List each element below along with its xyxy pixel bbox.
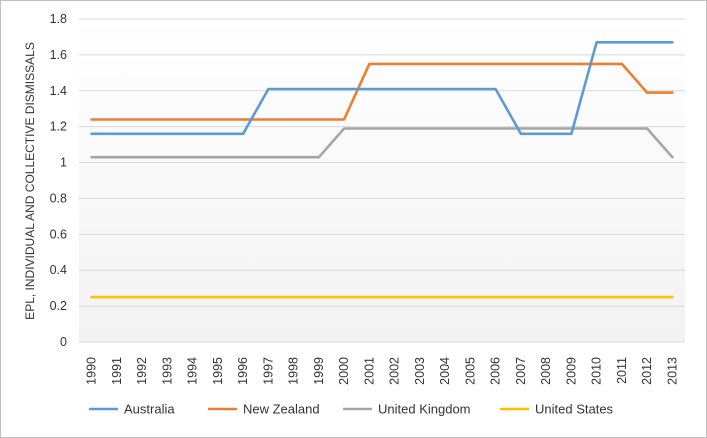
legend-entry: New Zealand: [243, 402, 320, 417]
x-tick-label: 2009: [564, 357, 578, 385]
x-tick-label: 1999: [312, 357, 326, 385]
x-tick-label: 1995: [211, 357, 225, 385]
x-tick-label: 1996: [236, 357, 250, 385]
y-axis-title: EPL, INDIVIDUAL AND COLLECTIVE DISMISSAL…: [23, 42, 37, 320]
series-lines: [90, 40, 674, 299]
x-tick-label: 2004: [438, 357, 452, 385]
x-tick-label: 1990: [85, 357, 99, 385]
y-tick-label: 0: [60, 335, 67, 349]
x-tick-label: 1994: [186, 357, 200, 385]
y-tick-label: 1.4: [50, 84, 67, 98]
legend-entry: Australia: [124, 402, 175, 417]
y-tick-label: 1.8: [50, 12, 67, 26]
y-tick-label: 0.6: [50, 227, 67, 241]
x-axis-ticks: 1990 1991 1992 1993 1994 1995 1996 1997 1998 1999…: [85, 357, 680, 385]
x-tick-label: 2008: [539, 357, 553, 385]
legend-entry: United Kingdom: [378, 402, 471, 417]
y-tick-label: 1: [60, 156, 67, 170]
series-line-united-kingdom: [90, 127, 674, 159]
gridlines: [79, 18, 685, 343]
x-tick-label: 2007: [514, 357, 528, 385]
y-tick-label: 0.8: [50, 191, 67, 205]
x-tick-label: 1992: [135, 357, 149, 385]
y-tick-label: 1.6: [50, 48, 67, 62]
x-tick-label: 2000: [337, 357, 351, 385]
series-line-new-zealand: [90, 62, 674, 121]
x-tick-label: 2001: [362, 357, 376, 385]
x-tick-label: 1997: [261, 357, 275, 385]
legend: Australia New Zealand United Kingdom United…: [89, 402, 614, 417]
x-tick-label: 2006: [489, 357, 503, 385]
plot-area: [79, 19, 685, 342]
x-tick-label: 2002: [388, 357, 402, 385]
y-tick-label: 0.2: [50, 299, 67, 313]
x-tick-label: 1998: [287, 357, 301, 385]
x-tick-label: 2005: [463, 357, 477, 385]
y-tick-label: 0.4: [50, 263, 67, 277]
x-tick-label: 2003: [413, 357, 427, 385]
y-tick-label: 1.2: [50, 120, 67, 134]
y-axis-ticks: 0 0.2 0.4 0.6 0.8 1 1.2 1.4 1.6 1.8: [50, 12, 67, 349]
x-tick-label: 2013: [665, 357, 679, 385]
x-tick-label: 2011: [615, 357, 629, 384]
x-tick-label: 2012: [640, 357, 654, 385]
x-tick-label: 2010: [590, 357, 604, 385]
x-tick-label: 1993: [160, 357, 174, 385]
series-line-australia: [90, 40, 674, 136]
x-tick-label: 1991: [110, 357, 124, 385]
legend-entry: United States: [535, 402, 614, 417]
